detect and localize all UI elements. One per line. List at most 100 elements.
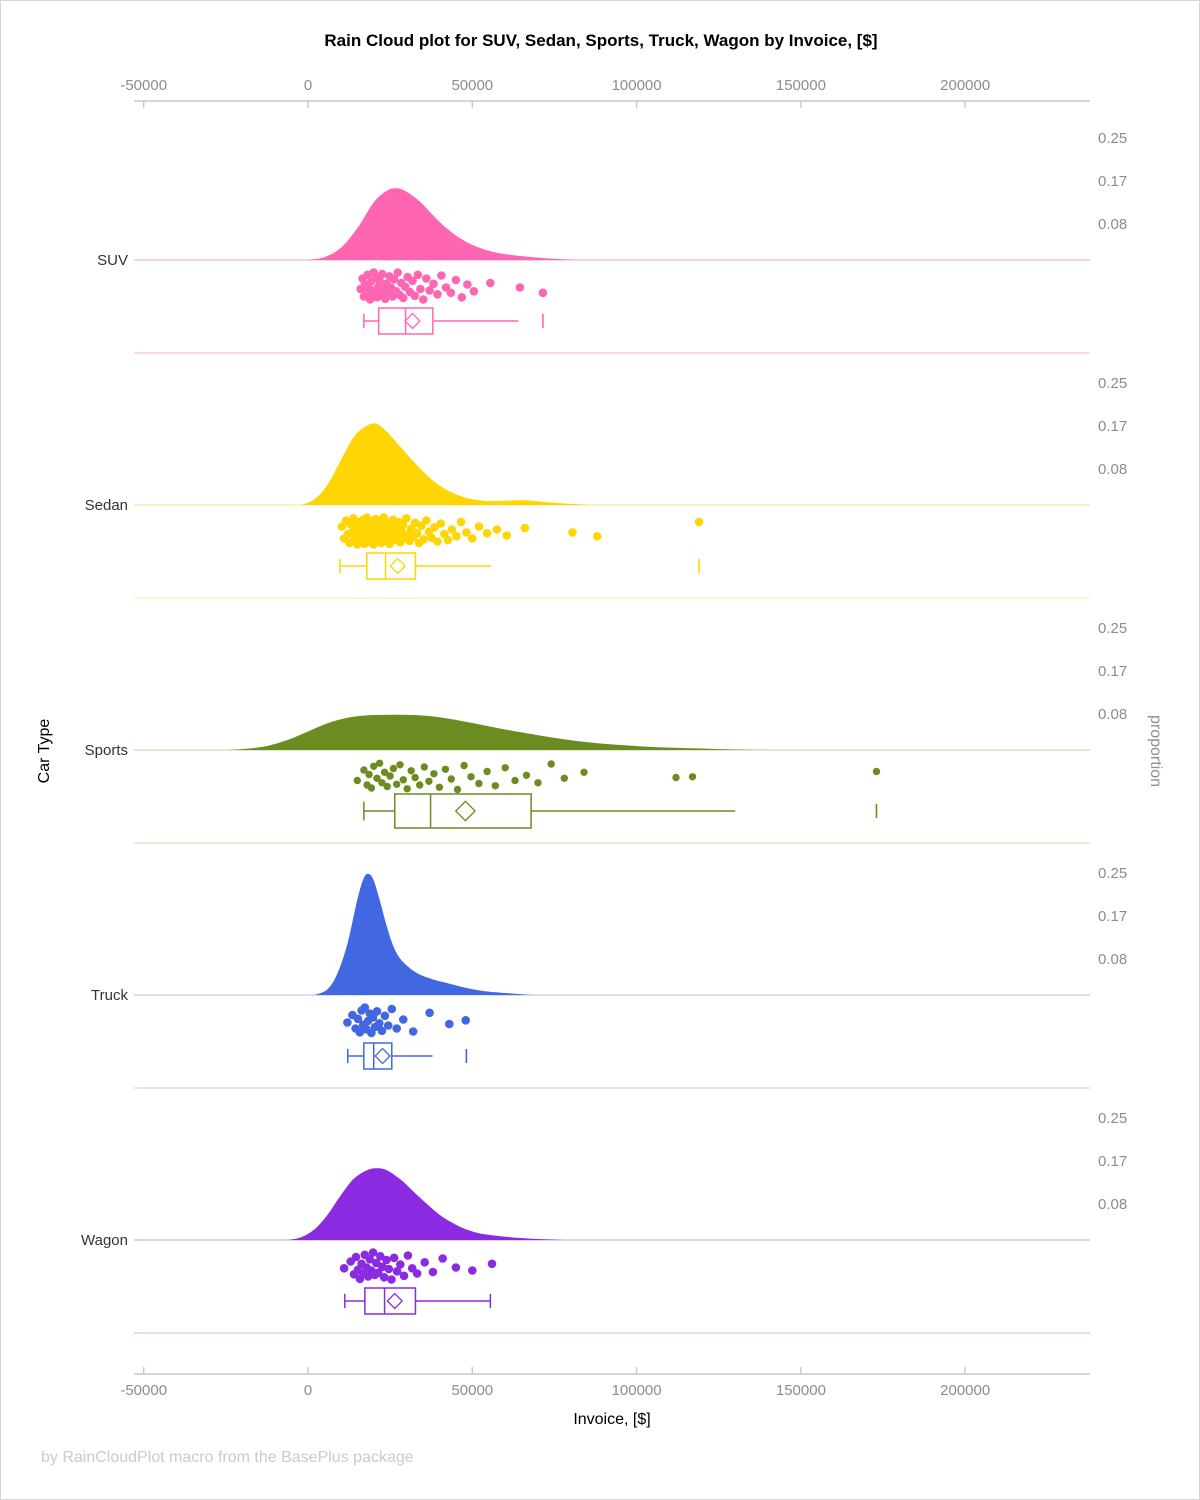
row-label-truck: Truck bbox=[91, 987, 128, 1004]
raindrop-sports bbox=[580, 768, 588, 776]
x-tick-label-bottom: 200000 bbox=[940, 1382, 990, 1399]
raindrop-sedan bbox=[430, 523, 439, 532]
raindrop-wagon bbox=[382, 1255, 391, 1265]
raindrop-suv bbox=[451, 275, 461, 285]
raindrop-sedan bbox=[422, 516, 431, 525]
x-tick-label-bottom: -50000 bbox=[120, 1382, 167, 1399]
row-label-sports: Sports bbox=[85, 742, 128, 759]
x-tick-label-bottom: 0 bbox=[304, 1382, 312, 1399]
raindrop-wagon bbox=[403, 1251, 413, 1260]
raindrop-truck bbox=[372, 1007, 382, 1016]
raindrop-suv bbox=[393, 268, 403, 277]
raindrop-sports bbox=[399, 776, 407, 784]
raindrop-suv bbox=[457, 293, 467, 302]
proportion-tick-label-truck: 0.08 bbox=[1098, 951, 1127, 968]
raindrop-truck bbox=[355, 1028, 365, 1037]
proportion-tick-label-sports: 0.17 bbox=[1098, 663, 1127, 680]
raindrop-suv bbox=[515, 283, 525, 292]
raindrop-suv bbox=[399, 293, 408, 303]
chart-title: Rain Cloud plot for SUV, Sedan, Sports, … bbox=[324, 31, 878, 50]
raindrop-sedan bbox=[462, 528, 471, 537]
raindrop-wagon bbox=[339, 1264, 349, 1273]
raindrop-sports bbox=[547, 760, 555, 768]
x-tick-label-top: 50000 bbox=[451, 77, 493, 94]
x-tick-label-top: -50000 bbox=[120, 77, 167, 94]
raindrop-truck bbox=[408, 1027, 418, 1036]
proportion-tick-label-suv: 0.08 bbox=[1098, 216, 1127, 233]
proportion-tick-label-truck: 0.25 bbox=[1098, 865, 1127, 882]
raindrop-sports bbox=[522, 771, 531, 779]
raindrop-suv bbox=[463, 280, 472, 289]
raindrop-sedan bbox=[694, 517, 704, 527]
raindrop-wagon bbox=[451, 1263, 461, 1272]
raindrop-sports bbox=[393, 780, 401, 788]
raindrop-sports bbox=[407, 767, 415, 775]
x-tick-label-bottom: 50000 bbox=[451, 1382, 493, 1399]
raindrop-suv bbox=[422, 274, 431, 283]
raindrop-sedan bbox=[474, 522, 484, 531]
raindrop-suv bbox=[429, 279, 438, 289]
raindrop-truck bbox=[377, 1026, 387, 1036]
raindrop-sedan bbox=[452, 532, 461, 541]
raindrop-suv bbox=[419, 295, 428, 304]
raindrop-wagon bbox=[365, 1255, 375, 1264]
raindrop-sports bbox=[378, 779, 386, 787]
raindrop-sports bbox=[373, 774, 381, 782]
box-sports bbox=[394, 793, 532, 829]
raindrop-sports bbox=[370, 762, 378, 770]
proportion-tick-label-truck: 0.17 bbox=[1098, 908, 1127, 925]
mean-diamond-sports bbox=[454, 800, 477, 822]
raindrop-sports bbox=[389, 764, 398, 773]
raindrop-suv bbox=[437, 271, 446, 280]
raindrop-wagon bbox=[392, 1267, 402, 1276]
proportion-tick-label-suv: 0.25 bbox=[1098, 130, 1127, 147]
raindrop-wagon bbox=[384, 1264, 394, 1274]
proportion-tick-label-wagon: 0.08 bbox=[1098, 1196, 1127, 1213]
raindrop-truck bbox=[461, 1016, 471, 1025]
raindrop-sedan bbox=[456, 517, 466, 527]
raindrop-sports bbox=[430, 770, 438, 778]
attribution-footer: by RainCloudPlot macro from the BasePlus… bbox=[41, 1449, 414, 1466]
raindrop-suv bbox=[469, 287, 479, 296]
proportion-tick-label-sports: 0.25 bbox=[1098, 620, 1127, 637]
raindrop-sedan bbox=[337, 522, 347, 531]
density-cloud-wagon bbox=[288, 1168, 565, 1240]
raindrop-suv bbox=[486, 278, 495, 288]
raindrop-wagon bbox=[396, 1260, 405, 1269]
raindrop-sedan bbox=[443, 535, 453, 545]
proportion-tick-label-suv: 0.17 bbox=[1098, 173, 1127, 190]
raindrop-sports bbox=[511, 776, 519, 785]
raindrop-wagon bbox=[389, 1253, 399, 1263]
raindrop-sports bbox=[672, 773, 680, 782]
x-tick-label-bottom: 150000 bbox=[776, 1382, 826, 1399]
proportion-tick-label-wagon: 0.17 bbox=[1098, 1153, 1127, 1170]
raindrop-wagon bbox=[428, 1267, 438, 1277]
raindrop-sports bbox=[367, 784, 376, 792]
raindrop-sedan bbox=[436, 519, 446, 528]
raindrop-truck bbox=[399, 1015, 408, 1024]
raindrop-sedan bbox=[419, 535, 429, 544]
raindrop-sedan bbox=[468, 534, 477, 543]
raindrop-sports bbox=[360, 766, 368, 774]
raindrop-sedan bbox=[520, 523, 530, 533]
raindrop-sedan bbox=[482, 529, 492, 538]
raindrop-sports bbox=[467, 773, 475, 781]
raindrop-truck bbox=[360, 1003, 370, 1012]
raindrop-sports bbox=[353, 776, 361, 785]
raindrop-suv bbox=[410, 291, 420, 301]
raindrop-sports bbox=[403, 785, 411, 793]
raindrop-sports bbox=[420, 763, 428, 771]
proportion-tick-label-sports: 0.08 bbox=[1098, 706, 1127, 723]
raindrop-truck bbox=[383, 1021, 393, 1030]
raindrop-wagon bbox=[412, 1269, 422, 1278]
raindrop-sedan bbox=[492, 525, 502, 534]
mean-diamond-wagon bbox=[386, 1292, 404, 1310]
raindrop-wagon bbox=[438, 1254, 448, 1263]
raindrop-sports bbox=[491, 782, 499, 790]
mean-diamond-sedan bbox=[389, 557, 407, 575]
mean-diamond-suv bbox=[404, 312, 421, 330]
raindrop-sports bbox=[383, 782, 391, 791]
y2-axis-title: proportion bbox=[1147, 714, 1164, 788]
raindrop-sedan bbox=[433, 537, 442, 546]
